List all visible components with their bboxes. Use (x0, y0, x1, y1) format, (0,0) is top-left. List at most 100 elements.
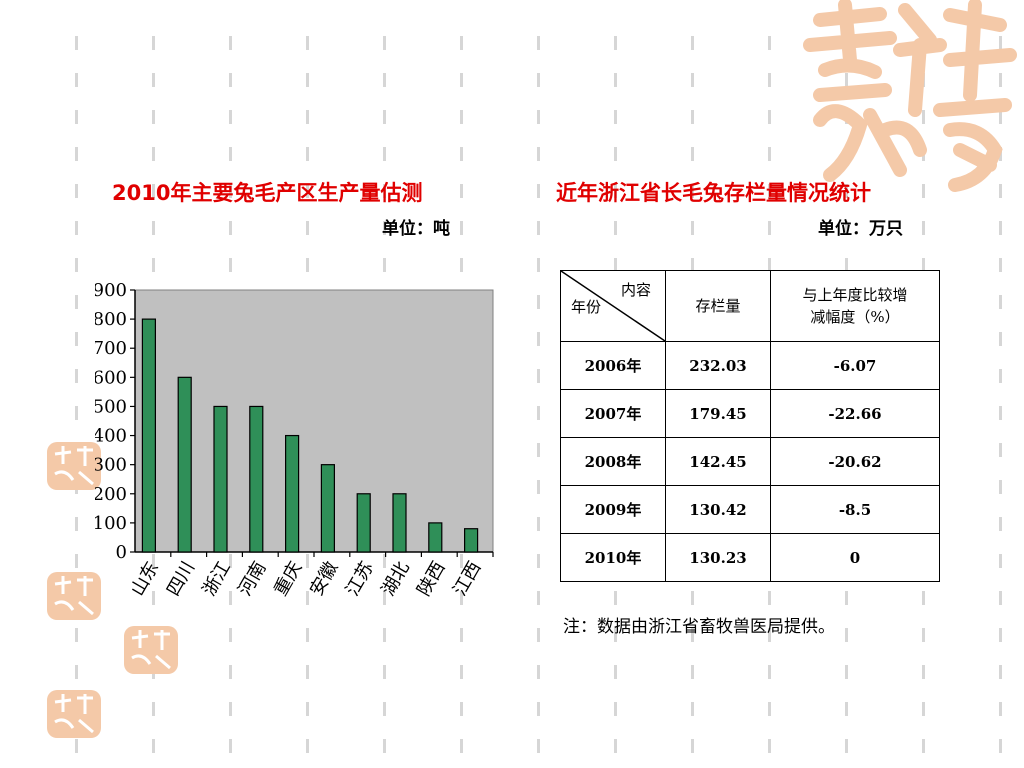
corner-bottom-label: 年份 (571, 298, 602, 316)
pattern-dash (537, 591, 540, 605)
pattern-dash (460, 73, 463, 87)
stock-header-label: 存栏量 (695, 297, 741, 315)
pattern-dash (75, 406, 78, 420)
stock-cell: 130.23 (665, 533, 771, 582)
y-tick-label: 400 (95, 426, 127, 447)
pattern-dash (537, 184, 540, 198)
pattern-dash (537, 258, 540, 272)
bar-江苏 (356, 493, 371, 553)
x-tick-label: 湖北 (378, 558, 414, 600)
pattern-dash (75, 36, 78, 50)
pattern-dash (691, 147, 694, 161)
change-cell: 0 (770, 533, 940, 582)
pattern-dash (152, 147, 155, 161)
pattern-dash (922, 110, 925, 124)
pattern-dash (229, 702, 232, 716)
pattern-dash (306, 591, 309, 605)
x-tick-label: 江西 (449, 558, 485, 600)
pattern-dash (768, 147, 771, 161)
pattern-dash (229, 73, 232, 87)
pattern-dash (383, 73, 386, 87)
pattern-dash (999, 221, 1002, 235)
pattern-dash (537, 221, 540, 235)
pattern-dash (922, 628, 925, 642)
pattern-dash (306, 739, 309, 753)
pattern-dash (537, 665, 540, 679)
pattern-dash (999, 443, 1002, 457)
pattern-dash (152, 702, 155, 716)
year-cell: 2008年 (560, 437, 666, 486)
pattern-dash (383, 110, 386, 124)
pattern-dash (537, 147, 540, 161)
pattern-dash (768, 628, 771, 642)
x-tick-label: 安徽 (306, 558, 342, 600)
pattern-dash (768, 702, 771, 716)
pattern-dash (768, 591, 771, 605)
pattern-dash (614, 73, 617, 87)
pattern-dash (537, 480, 540, 494)
pattern-dash (229, 628, 232, 642)
pattern-dash (75, 369, 78, 383)
chart-unit-label: 单位：吨 (382, 219, 450, 239)
pattern-dash (152, 36, 155, 50)
pattern-dash (383, 36, 386, 50)
pattern-dash (306, 221, 309, 235)
pattern-dash (229, 665, 232, 679)
pattern-dash (845, 702, 848, 716)
pattern-dash (229, 258, 232, 272)
pattern-dash (537, 702, 540, 716)
pattern-dash (306, 628, 309, 642)
pattern-dash (845, 628, 848, 642)
pattern-dash (999, 36, 1002, 50)
pattern-dash (999, 665, 1002, 679)
source-note: 注：数据由浙江省畜牧兽医局提供。 (563, 617, 835, 637)
auspicious-seal-small-icon (47, 572, 101, 620)
pattern-dash (614, 739, 617, 753)
pattern-dash (768, 73, 771, 87)
pattern-dash (537, 36, 540, 50)
pattern-dash (999, 258, 1002, 272)
pattern-dash (460, 702, 463, 716)
pattern-dash (614, 702, 617, 716)
pattern-dash (537, 517, 540, 531)
pattern-dash (383, 258, 386, 272)
pattern-dash (152, 739, 155, 753)
pattern-dash (537, 739, 540, 753)
corner-header-cell: 内容 年份 (560, 270, 666, 342)
x-tick-label: 河南 (234, 558, 270, 600)
pattern-dash (999, 406, 1002, 420)
pattern-dash (152, 258, 155, 272)
pattern-dash (999, 702, 1002, 716)
pattern-dash (999, 369, 1002, 383)
pattern-dash (845, 591, 848, 605)
stock-cell: 142.45 (665, 437, 771, 486)
pattern-dash (383, 628, 386, 642)
x-tick-label: 重庆 (270, 558, 306, 600)
pattern-dash (768, 665, 771, 679)
pattern-dash (922, 258, 925, 272)
pattern-dash (460, 221, 463, 235)
pattern-dash (614, 628, 617, 642)
pattern-dash (383, 739, 386, 753)
pattern-dash (383, 591, 386, 605)
auspicious-seal-small-icon (124, 626, 178, 674)
pattern-dash (75, 295, 78, 309)
pattern-dash (768, 221, 771, 235)
y-tick-label: 300 (95, 455, 127, 476)
pattern-dash (999, 739, 1002, 753)
x-tick-label: 江苏 (342, 558, 378, 600)
bar-chart: 0 100 200 300 400 500 600 700 800 900 山东 四川 浙江 河南 重庆 安徽… (95, 280, 494, 600)
pattern-dash (460, 110, 463, 124)
pattern-dash (460, 628, 463, 642)
bar-河南 (249, 405, 264, 553)
pattern-dash (845, 73, 848, 87)
pattern-dash (999, 628, 1002, 642)
change-header-cell: 与上年度比较增 减幅度（%） (770, 270, 940, 342)
pattern-dash (845, 184, 848, 198)
stock-cell: 179.45 (665, 389, 771, 438)
pattern-dash (999, 332, 1002, 346)
pattern-dash (614, 591, 617, 605)
pattern-dash (614, 147, 617, 161)
y-tick-label: 100 (95, 513, 127, 534)
year-cell: 2006年 (560, 341, 666, 390)
